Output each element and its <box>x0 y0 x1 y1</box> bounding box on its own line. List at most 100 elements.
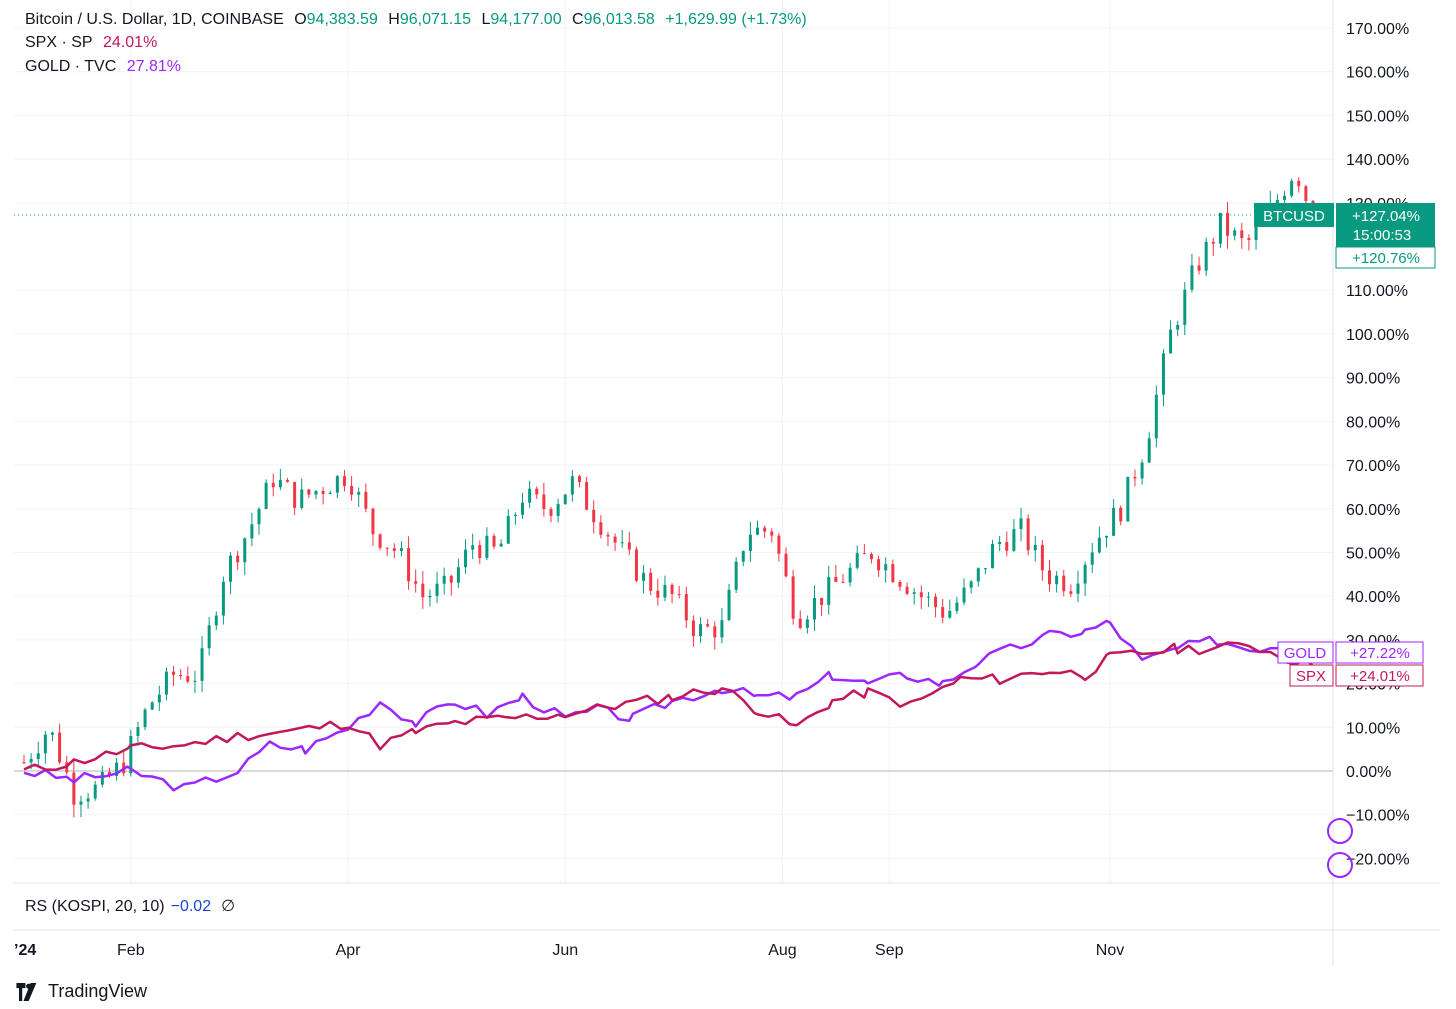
btc-candle-body <box>585 482 589 510</box>
btc-candle-body <box>777 535 781 554</box>
btc-candle-body <box>1304 186 1308 201</box>
x-tick-label: Aug <box>768 942 796 959</box>
spx-scale-marker[interactable] <box>1327 852 1353 878</box>
btc-candle-body <box>407 548 411 582</box>
btc-candle-body <box>43 734 47 754</box>
btc-candle-body <box>1226 212 1230 236</box>
btc-candle-body <box>691 620 695 637</box>
btc-candle-body <box>663 584 667 598</box>
btc-candle-body <box>955 602 959 611</box>
btc-candle-body <box>150 702 154 710</box>
btc-candle-body <box>478 545 482 558</box>
btc-legend[interactable]: Bitcoin / U.S. Dollar, 1D, COINBASE O94,… <box>25 11 813 29</box>
btc-candle-body <box>271 482 275 488</box>
btc-candle-body <box>79 801 83 805</box>
btc-candle-body <box>29 758 33 763</box>
btc-candle-body <box>720 620 724 638</box>
btc-badge[interactable]: BTCUSD +127.04% 15:00:53 +120.76% <box>1254 203 1436 269</box>
btc-candle-body <box>164 671 168 695</box>
btc-candle-body <box>36 753 40 759</box>
gold-line[interactable] <box>23 619 1314 792</box>
btc-candle-body <box>1211 241 1215 244</box>
btc-candle-body <box>869 553 873 560</box>
btc-candle-body <box>307 489 311 495</box>
btc-candle-body <box>221 581 225 616</box>
btc-candle-body <box>699 624 703 637</box>
btc-candle-body <box>855 553 859 568</box>
btc-candle-body <box>934 596 938 608</box>
y-tick-label: 80.00% <box>1346 414 1400 431</box>
btc-candle-body <box>848 567 852 583</box>
btc-candle-body <box>50 732 54 735</box>
gold-legend[interactable]: GOLD · TVC 27.81% <box>25 58 187 76</box>
y-tick-label: 40.00% <box>1346 589 1400 606</box>
x-tick-label: ’24 <box>14 942 36 959</box>
btc-candle-body <box>820 597 824 605</box>
ohlc-close: C96,013.58 <box>572 11 655 28</box>
tradingview-logo[interactable]: TradingView <box>14 981 147 1002</box>
btc-candle-body <box>1090 552 1094 565</box>
btc-candle-body <box>1275 199 1279 205</box>
btc-candle-body <box>577 476 581 483</box>
btc-candle-body <box>1019 518 1023 530</box>
btc-timer-badge: 15:00:53 <box>1353 227 1411 244</box>
btc-candle-body <box>207 625 211 649</box>
btc-candle-body <box>499 543 503 547</box>
btc-candle-body <box>1183 289 1187 325</box>
btc-candle-body <box>1133 476 1137 479</box>
y-tick-label: 110.00% <box>1346 283 1408 300</box>
btc-candle-body <box>756 527 760 535</box>
btc-candle-body <box>570 476 574 495</box>
x-tick-label: Apr <box>336 942 362 959</box>
rs-value: −0.02 <box>170 898 212 915</box>
btc-candle-body <box>827 576 831 605</box>
btc-candle-body <box>912 592 916 594</box>
btc-candle-body <box>905 586 909 594</box>
rs-hidden-icon[interactable]: ∅ <box>221 898 236 915</box>
spx-legend[interactable]: SPX · SP 24.01% <box>25 34 163 52</box>
btc-candle-body <box>1076 583 1080 594</box>
btc-candle-body <box>634 549 638 581</box>
btc-candle-body <box>392 548 396 551</box>
btc-low-badge-bg <box>1335 246 1436 269</box>
btc-candle-body <box>1140 462 1144 479</box>
comparison-lines <box>23 619 1314 792</box>
btc-candle-body <box>727 589 731 621</box>
btc-candle-body <box>834 576 838 582</box>
btc-candle-body <box>1097 537 1101 553</box>
btc-candle-body <box>684 594 688 621</box>
rs-indicator-legend[interactable]: RS (KOSPI, 20, 10) −0.02 ∅ <box>25 896 235 916</box>
spx-badge[interactable]: SPX +24.01% <box>1289 664 1424 687</box>
gold-badge[interactable]: GOLD +27.22% <box>1277 641 1424 664</box>
btc-candle-body <box>385 547 389 549</box>
btc-candle-body <box>969 581 973 588</box>
gold-scale-marker[interactable] <box>1327 818 1353 844</box>
btc-candle-body <box>1069 591 1073 594</box>
btc-candle-body <box>563 494 567 505</box>
btc-candle-body <box>179 674 183 677</box>
btc-candle-body <box>713 626 717 638</box>
btc-candle-body <box>278 480 282 488</box>
btc-candles <box>22 177 1315 818</box>
btc-candle-body <box>350 485 354 495</box>
gold-name-badge-bg <box>1277 641 1334 664</box>
y-tick-label: 0.00% <box>1346 764 1391 781</box>
y-tick-label: 150.00% <box>1346 108 1409 125</box>
btc-candle-body <box>328 492 332 494</box>
btc-candle-body <box>428 595 432 598</box>
btc-candle-body <box>1104 535 1108 538</box>
spx-line[interactable] <box>23 641 1314 771</box>
btc-candle-body <box>706 624 710 627</box>
btc-candle-body <box>136 727 140 736</box>
btc-candle-body <box>100 772 104 785</box>
btc-candle-body <box>599 522 603 535</box>
btc-candle-body <box>791 576 795 619</box>
btc-candle-body <box>919 592 923 598</box>
btc-candle-body <box>884 564 888 571</box>
btc-candle-body <box>93 784 97 799</box>
y-tick-label: 70.00% <box>1346 458 1400 475</box>
btc-candle-body <box>1204 241 1208 271</box>
btc-candle-body <box>86 798 90 802</box>
btc-candle-body <box>606 534 610 537</box>
